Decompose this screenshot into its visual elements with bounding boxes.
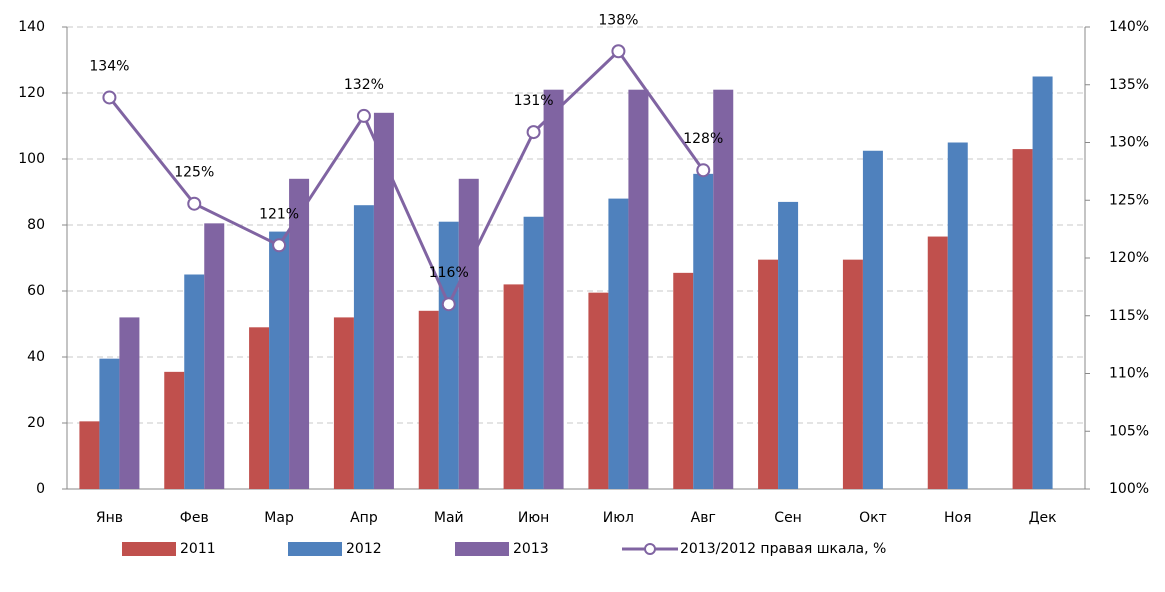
bar [503, 284, 524, 489]
y2-tick-label: 105% [1109, 423, 1149, 439]
data-label: 131% [514, 93, 554, 109]
y2-tick-label: 120% [1109, 250, 1149, 266]
y-tick-label: 40 [27, 349, 45, 365]
data-label: 116% [429, 265, 469, 281]
bar [373, 112, 394, 490]
bar [1012, 149, 1033, 489]
line-marker [272, 238, 287, 253]
line-marker [187, 196, 202, 211]
y2-tick-label: 110% [1109, 366, 1149, 382]
y-tick-label: 120 [18, 85, 45, 101]
bar [588, 292, 609, 489]
legend-swatch [122, 542, 176, 556]
x-tick-label: Янв [96, 510, 123, 526]
bar [99, 358, 120, 489]
legend-label: 2012 [346, 541, 382, 557]
bar [204, 223, 225, 489]
x-tick-label: Авг [691, 510, 716, 526]
bar [184, 274, 205, 489]
bar [438, 221, 459, 489]
bar [758, 259, 779, 489]
y-tick-label: 20 [27, 415, 45, 431]
data-label: 134% [89, 58, 129, 74]
x-tick-label: Фев [180, 510, 209, 526]
bar [79, 421, 100, 489]
data-label: 138% [598, 12, 638, 28]
bar [608, 198, 629, 489]
x-tick-label: Сен [774, 510, 802, 526]
x-tick-label: Дек [1029, 510, 1057, 526]
x-tick-label: Ноя [944, 510, 972, 526]
legend-label: 2013/2012 правая шкала, % [680, 541, 886, 557]
y2-tick-label: 125% [1109, 192, 1149, 208]
line-marker [611, 44, 626, 59]
line-marker [356, 108, 371, 123]
bar [947, 142, 968, 489]
data-label: 125% [174, 165, 214, 181]
legend-marker [644, 543, 656, 555]
bar [862, 150, 883, 489]
legend-swatch [455, 542, 509, 556]
bar [927, 236, 948, 489]
y2-tick-label: 135% [1109, 77, 1149, 93]
bar [333, 317, 354, 489]
bar [778, 201, 799, 489]
y-tick-label: 140 [18, 19, 45, 35]
x-tick-label: Июн [518, 510, 549, 526]
bar [164, 371, 185, 489]
data-label: 132% [344, 77, 384, 93]
bar [523, 216, 544, 489]
bar [842, 259, 863, 489]
line-marker [441, 297, 456, 312]
y2-tick-label: 130% [1109, 135, 1149, 151]
line-marker [102, 90, 117, 105]
legend-label: 2011 [180, 541, 216, 557]
legend-label: 2013 [513, 541, 549, 557]
legend-swatch [288, 542, 342, 556]
bar [353, 205, 374, 489]
x-tick-label: Мар [264, 510, 294, 526]
data-label: 128% [683, 131, 723, 147]
bar [249, 327, 270, 489]
line [108, 48, 705, 308]
bar [628, 89, 649, 489]
y-tick-label: 80 [27, 217, 45, 233]
bar [673, 272, 694, 489]
x-tick-label: Окт [859, 510, 887, 526]
bar [1032, 76, 1053, 489]
bar [458, 178, 479, 490]
bar [289, 178, 310, 490]
x-tick-label: Май [434, 510, 464, 526]
bar [269, 231, 290, 489]
y2-tick-label: 140% [1109, 19, 1149, 35]
bar [543, 89, 564, 489]
y-tick-label: 100 [18, 151, 45, 167]
y2-tick-label: 115% [1109, 308, 1149, 324]
line-marker [526, 125, 541, 140]
y2-tick-label: 100% [1109, 481, 1149, 497]
bar [693, 173, 714, 489]
bar [418, 310, 439, 489]
y-tick-label: 60 [27, 283, 45, 299]
y-tick-label: 0 [36, 481, 45, 497]
data-label: 121% [259, 206, 299, 222]
x-tick-label: Апр [350, 510, 378, 526]
x-tick-label: Июл [603, 510, 634, 526]
bar [119, 317, 140, 489]
bar [713, 89, 734, 489]
line-marker [696, 163, 711, 178]
